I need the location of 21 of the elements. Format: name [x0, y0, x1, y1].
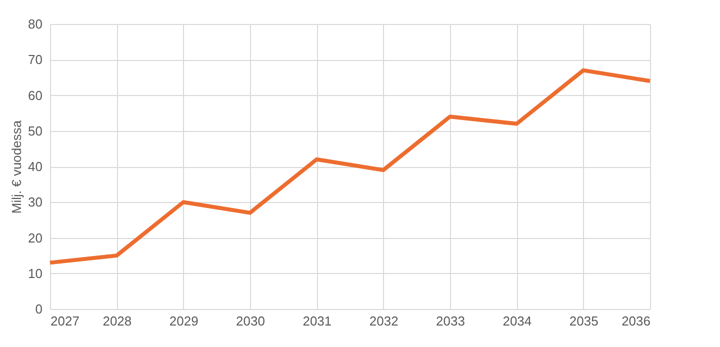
- line-series: [48, 68, 652, 265]
- y-tick-label: 70: [28, 52, 42, 68]
- x-tick-label: 2032: [369, 314, 398, 328]
- x-tick-label: 2028: [102, 314, 132, 328]
- y-tick-label: 0: [35, 302, 42, 316]
- x-tick-label: 2027: [50, 314, 80, 328]
- x-tick-label: 2031: [302, 314, 332, 328]
- x-tick-label: 2036: [622, 314, 650, 328]
- y-tick-label: 40: [28, 159, 42, 174]
- x-tick-label: 2034: [502, 314, 532, 328]
- y-tick-label: 10: [28, 266, 42, 281]
- y-tick-label: 80: [28, 16, 42, 32]
- y-tick-label: 30: [28, 194, 42, 210]
- y-tick-label: 50: [28, 123, 42, 138]
- y-tick-label: 60: [28, 88, 42, 103]
- x-tick-label: 2033: [436, 314, 465, 328]
- x-tick-label: 2030: [236, 314, 265, 328]
- y-axis-title: Milj. € vuodessa: [9, 120, 24, 214]
- x-tick-label: 2035: [569, 314, 598, 328]
- y-tick-label: 20: [28, 230, 42, 246]
- x-tick-label: 2029: [169, 314, 198, 328]
